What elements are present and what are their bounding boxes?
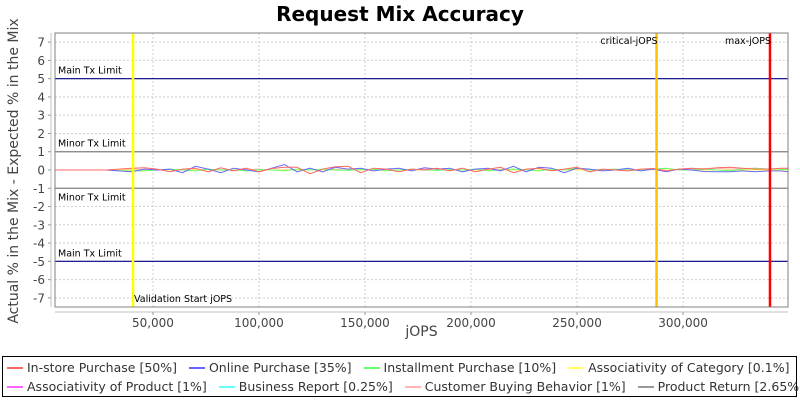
legend-item: In-store Purchase [50%] [7, 360, 177, 375]
x-tick-label: 150,000 [340, 316, 390, 330]
y-tick-label: 3 [37, 109, 45, 123]
legend-item: Online Purchase [35%] [188, 360, 352, 375]
x-axis-label: jOPS [405, 324, 438, 340]
reference-line-label: critical-jOPS [600, 36, 657, 47]
legend-row-1: In-store Purchase [50%] Online Purchase … [7, 360, 797, 375]
chart-title: Request Mix Accuracy [276, 2, 524, 26]
y-tick-label: -1 [33, 182, 45, 196]
reference-line-label: max-jOPS [725, 36, 771, 47]
legend: In-store Purchase [50%] Online Purchase … [2, 356, 800, 397]
legend-label: Associativity of Category [0.1%] [588, 360, 790, 375]
legend-swatch-icon [363, 366, 380, 369]
legend-item: Installment Purchase [10%] [363, 360, 557, 375]
y-tick-label: -7 [33, 291, 45, 305]
plot-frame [54, 32, 789, 308]
legend-swatch-icon [637, 385, 654, 388]
reference-line-label: Validation Start jOPS [134, 294, 232, 305]
legend-item: Business Report [0.25%] [218, 379, 393, 394]
legend-label: Online Purchase [35%] [208, 360, 352, 375]
legend-swatch-icon [7, 366, 23, 369]
y-tick-label: 0 [37, 164, 45, 178]
y-tick-label: -4 [33, 237, 45, 251]
data-series-line [55, 163, 789, 174]
legend-item: Product Return [2.65%] [637, 379, 800, 394]
y-tick-label: 1 [37, 145, 45, 159]
legend-item: Associativity of Product [1%] [7, 379, 207, 394]
y-tick-label: -5 [33, 255, 45, 269]
x-tick-label: 50,000 [132, 316, 174, 330]
legend-label: Product Return [2.65%] [657, 379, 800, 394]
legend-item: Associativity of Category [0.1%] [568, 360, 789, 375]
legend-swatch-icon [404, 385, 421, 388]
y-tick-label: 7 [37, 36, 45, 50]
y-tick-label: 6 [37, 54, 45, 68]
legend-swatch-icon [7, 385, 23, 388]
x-tick-label: 300,000 [658, 316, 708, 330]
legend-row-2: Associativity of Product [1%] Business R… [7, 379, 800, 394]
legend-swatch-icon [188, 366, 205, 369]
legend-label: Business Report [0.25%] [238, 379, 393, 394]
reference-line-label: Minor Tx Limit [58, 192, 126, 203]
x-tick-label: 200,000 [446, 316, 496, 330]
legend-label: In-store Purchase [50%] [27, 360, 177, 375]
y-tick-label: -2 [33, 200, 45, 214]
legend-swatch-icon [218, 385, 235, 388]
y-tick-label: -3 [33, 218, 45, 232]
legend-swatch-icon [568, 366, 585, 369]
plot-area: Main Tx Limit Minor Tx Limit Minor Tx Limi… [33, 32, 789, 330]
x-tick-label: 100,000 [234, 316, 284, 330]
y-tick-label: -6 [33, 273, 45, 287]
legend-label: Customer Buying Behavior [1%] [424, 379, 626, 394]
legend-label: Associativity of Product [1%] [27, 379, 207, 394]
x-tick-label: 250,000 [552, 316, 602, 330]
data-series-line [55, 165, 788, 175]
legend-item: Customer Buying Behavior [1%] [404, 379, 626, 394]
reference-line-label: Main Tx Limit [58, 248, 122, 259]
legend-label: Installment Purchase [10%] [383, 360, 557, 375]
reference-line-label: Minor Tx Limit [58, 139, 126, 150]
y-tick-label: 4 [37, 90, 45, 104]
y-tick-label: 2 [37, 127, 45, 141]
reference-line-label: Main Tx Limit [58, 66, 122, 77]
y-tick-label: 5 [37, 72, 45, 86]
